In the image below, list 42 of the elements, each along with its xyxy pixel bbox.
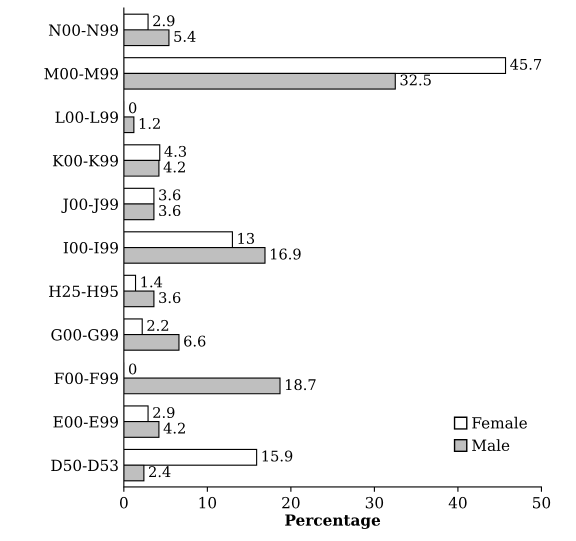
data-label: 6.6 [184, 336, 206, 347]
data-label: 2.9 [153, 15, 174, 26]
x-tick-label: 50 [533, 496, 550, 508]
data-label: 0 [128, 363, 136, 374]
data-label: 5.4 [174, 30, 196, 42]
data-label: 3.6 [159, 189, 180, 200]
data-label: 13 [238, 232, 254, 244]
x-tick-label: 40 [448, 496, 467, 508]
data-label: 2.2 [147, 320, 168, 331]
data-label: 4.2 [164, 161, 185, 173]
y-tick-label: K00-K99 [52, 154, 118, 166]
data-label: 16.9 [270, 248, 301, 260]
y-tick-label: H25-H95 [49, 286, 118, 298]
data-label: 0 [128, 102, 136, 114]
data-label: 3.6 [159, 292, 180, 304]
y-tick-label: M00-M99 [44, 68, 118, 80]
data-label: 2.4 [149, 466, 171, 478]
y-tick-label: J00-J99 [61, 198, 118, 213]
y-tick-label: N00-N99 [48, 24, 118, 36]
x-axis-title: Percentage [285, 514, 380, 529]
legend-label: Female [472, 416, 527, 429]
x-tick-label: 20 [282, 496, 300, 508]
data-label: 1.2 [140, 118, 160, 129]
data-label: 4.2 [164, 422, 185, 434]
legend-label: Male [472, 439, 510, 452]
x-tick-label: 30 [366, 496, 384, 508]
y-tick-label: E00-E99 [53, 416, 118, 428]
y-tick-label: D50-D53 [51, 460, 118, 472]
data-label: 45.7 [510, 58, 542, 70]
y-tick-label: G00-G99 [51, 329, 118, 341]
y-tick-label: I00-I99 [64, 242, 118, 254]
data-label: 32.5 [400, 74, 431, 86]
data-label: 15.9 [262, 450, 292, 462]
data-label: 1.4 [141, 276, 162, 288]
y-tick-label: L00-L99 [55, 111, 118, 123]
data-label: 18.7 [286, 379, 316, 390]
x-tick-label: 10 [200, 496, 216, 508]
data-label: 2.9 [153, 406, 174, 418]
data-label: 3.6 [159, 205, 180, 216]
data-label: 4.3 [164, 146, 186, 157]
y-tick-label: F00-F99 [54, 372, 118, 384]
x-tick-label: 0 [120, 496, 128, 508]
